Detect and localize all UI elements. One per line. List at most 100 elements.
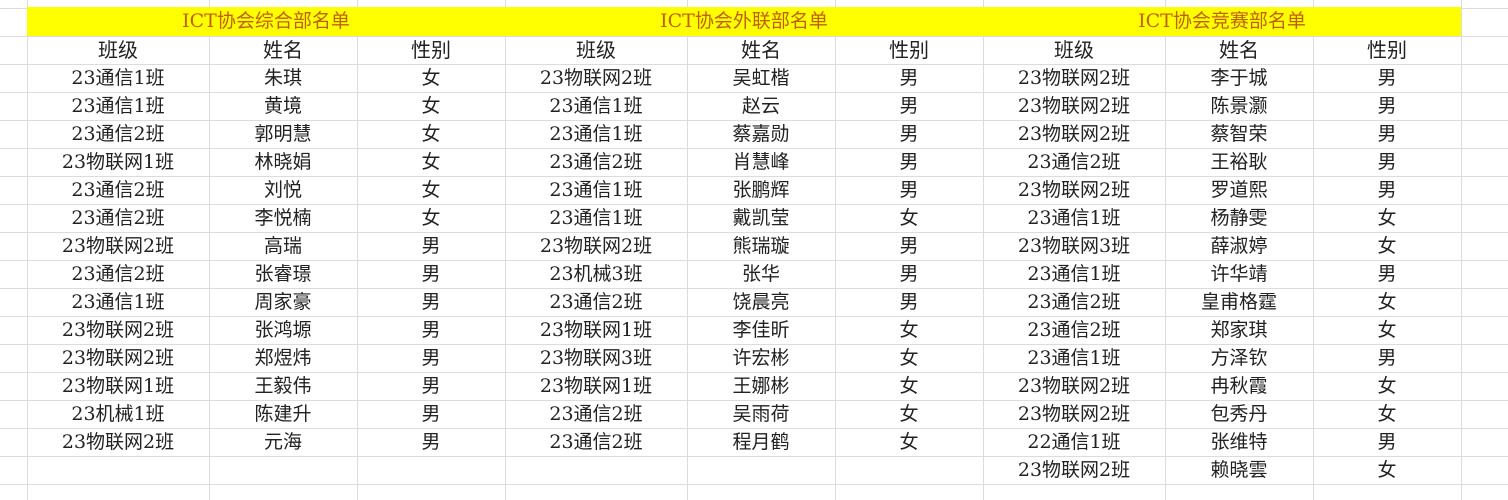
cell-name[interactable]: 张华 [741,263,780,285]
cell-gender[interactable]: 女 [1377,235,1397,257]
cell-gender[interactable]: 女 [1377,459,1397,481]
cell-name[interactable]: 包秀丹 [1210,403,1268,425]
cell-gender[interactable]: 女 [421,179,441,201]
cell-class[interactable]: 23物联网3班 [1017,235,1131,257]
column-header-gender[interactable]: 性别 [889,38,929,62]
cell-gender[interactable]: 男 [421,375,441,397]
cell-name[interactable]: 王裕耿 [1210,151,1268,173]
cell-gender[interactable]: 女 [899,319,919,341]
cell-name[interactable]: 程月鹤 [732,431,790,453]
cell-class[interactable]: 23通信2班 [71,179,165,201]
column-header-name[interactable]: 姓名 [1219,38,1259,62]
cell-class[interactable]: 23通信2班 [1027,291,1121,313]
cell-gender[interactable]: 男 [421,431,441,453]
cell-name[interactable]: 肖慧峰 [732,151,790,173]
cell-gender[interactable]: 女 [1377,403,1397,425]
cell-class[interactable]: 23物联网2班 [1017,67,1131,89]
cell-gender[interactable]: 男 [421,291,441,313]
cell-class[interactable]: 23通信2班 [549,403,643,425]
cell-name[interactable]: 饶晨亮 [732,291,790,313]
cell-class[interactable]: 23通信1班 [71,95,165,117]
cell-name[interactable]: 李于城 [1210,67,1268,89]
cell-name[interactable]: 吴虹楷 [732,67,790,89]
cell-gender[interactable]: 女 [421,67,441,89]
cell-class[interactable]: 23物联网2班 [539,235,653,257]
cell-gender[interactable]: 女 [899,347,919,369]
cell-gender[interactable]: 男 [1377,123,1397,145]
cell-class[interactable]: 23机械1班 [71,403,165,425]
cell-class[interactable]: 23物联网1班 [61,151,175,173]
cell-gender[interactable]: 男 [421,319,441,341]
cell-class[interactable]: 23物联网2班 [1017,95,1131,117]
cell-gender[interactable]: 男 [1377,151,1397,173]
cell-class[interactable]: 23通信2班 [549,431,643,453]
cell-class[interactable]: 23通信2班 [1027,319,1121,341]
cell-gender[interactable]: 男 [899,235,919,257]
cell-gender[interactable]: 女 [899,403,919,425]
cell-gender[interactable]: 男 [1377,95,1397,117]
cell-gender[interactable]: 男 [1377,67,1397,89]
cell-class[interactable]: 23通信2班 [1027,151,1121,173]
cell-name[interactable]: 赖晓雲 [1210,459,1268,481]
cell-gender[interactable]: 男 [421,403,441,425]
cell-class[interactable]: 23通信2班 [549,291,643,313]
cell-name[interactable]: 刘悦 [263,179,302,201]
cell-gender[interactable]: 男 [421,347,441,369]
column-header-class[interactable]: 班级 [1054,38,1094,62]
cell-class[interactable]: 23物联网2班 [61,431,175,453]
cell-class[interactable]: 23通信1班 [549,95,643,117]
cell-name[interactable]: 许华靖 [1210,263,1268,285]
cell-class[interactable]: 23物联网2班 [1017,179,1131,201]
cell-gender[interactable]: 女 [1377,291,1397,313]
cell-class[interactable]: 23物联网1班 [61,375,175,397]
cell-name[interactable]: 陈景灏 [1210,95,1268,117]
column-header-name[interactable]: 姓名 [263,38,303,62]
cell-class[interactable]: 23通信1班 [549,207,643,229]
cell-name[interactable]: 蔡智荣 [1210,123,1268,145]
cell-name[interactable]: 元海 [263,431,302,453]
cell-name[interactable]: 王娜彬 [732,375,790,397]
cell-gender[interactable]: 男 [1377,263,1397,285]
cell-name[interactable]: 蔡嘉勋 [732,123,790,145]
cell-class[interactable]: 23通信1班 [549,179,643,201]
cell-name[interactable]: 陈建升 [254,403,312,425]
cell-name[interactable]: 张维特 [1210,431,1268,453]
cell-gender[interactable]: 男 [1377,347,1397,369]
cell-name[interactable]: 熊瑞璇 [732,235,790,257]
cell-name[interactable]: 赵云 [741,95,780,117]
cell-name[interactable]: 李佳昕 [732,319,790,341]
cell-class[interactable]: 23物联网2班 [1017,459,1131,481]
cell-name[interactable]: 黄境 [263,95,302,117]
cell-gender[interactable]: 女 [421,151,441,173]
cell-gender[interactable]: 女 [899,207,919,229]
cell-gender[interactable]: 男 [899,151,919,173]
cell-gender[interactable]: 男 [1377,431,1397,453]
cell-name[interactable]: 张鸿塬 [254,319,312,341]
cell-gender[interactable]: 男 [899,291,919,313]
cell-class[interactable]: 23通信1班 [71,291,165,313]
cell-name[interactable]: 张睿璟 [254,263,312,285]
cell-class[interactable]: 23物联网2班 [539,67,653,89]
cell-name[interactable]: 林晓娟 [254,151,312,173]
cell-name[interactable]: 方泽钦 [1210,347,1268,369]
cell-class[interactable]: 23物联网2班 [1017,123,1131,145]
cell-class[interactable]: 23通信2班 [549,151,643,173]
cell-gender[interactable]: 女 [1377,207,1397,229]
cell-name[interactable]: 吴雨荷 [732,403,790,425]
cell-class[interactable]: 23物联网2班 [1017,375,1131,397]
cell-name[interactable]: 戴凯莹 [732,207,790,229]
cell-class[interactable]: 23通信2班 [71,123,165,145]
cell-gender[interactable]: 男 [899,123,919,145]
cell-class[interactable]: 23通信1班 [1027,207,1121,229]
cell-class[interactable]: 23通信2班 [71,263,165,285]
cell-gender[interactable]: 男 [899,179,919,201]
cell-gender[interactable]: 男 [1377,179,1397,201]
cell-gender[interactable]: 男 [899,263,919,285]
cell-class[interactable]: 23通信1班 [549,123,643,145]
cell-gender[interactable]: 女 [1377,375,1397,397]
cell-gender[interactable]: 女 [421,123,441,145]
column-header-name[interactable]: 姓名 [741,38,781,62]
cell-name[interactable]: 郑煜炜 [254,347,312,369]
cell-name[interactable]: 薛淑婷 [1210,235,1268,257]
cell-gender[interactable]: 女 [1377,319,1397,341]
